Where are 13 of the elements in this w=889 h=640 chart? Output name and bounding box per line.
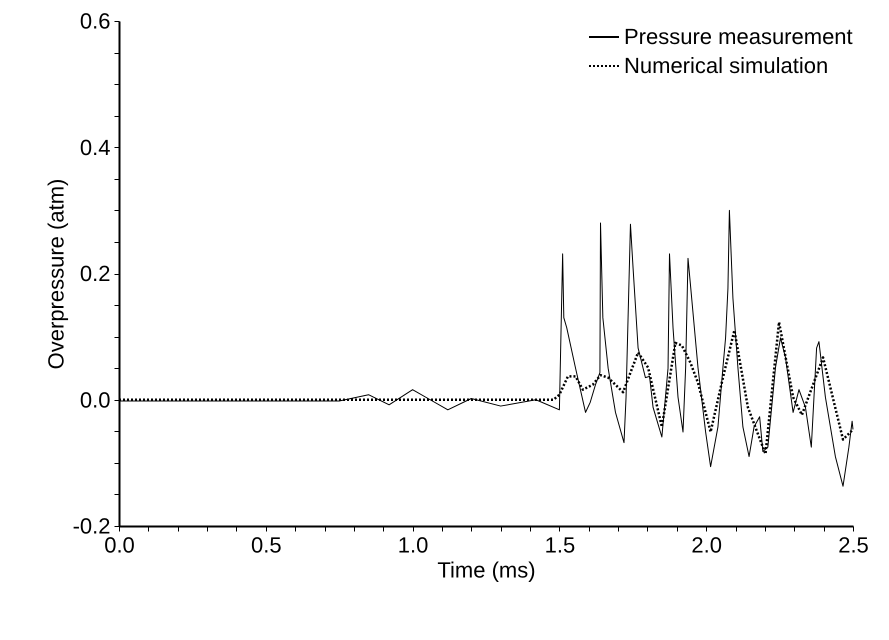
legend-label: Pressure measurement (624, 24, 853, 49)
y-tick-label: 0.0 (80, 387, 110, 412)
legend-label: Numerical simulation (624, 53, 828, 78)
x-tick-label: 1.5 (544, 532, 576, 558)
x-tick-label: 1.0 (398, 532, 428, 558)
x-axis-title: Time (ms) (437, 558, 536, 582)
y-tick-label: 0.4 (80, 134, 110, 160)
y-tick-label: 0.2 (80, 261, 110, 286)
x-tick-label: 0.5 (251, 532, 282, 558)
y-axis-title: Overpressure (atm) (44, 178, 69, 370)
x-tick-label: 2.5 (838, 532, 869, 558)
x-tick-label: 2.0 (691, 532, 722, 558)
y-tick-label: 0.6 (80, 8, 110, 34)
